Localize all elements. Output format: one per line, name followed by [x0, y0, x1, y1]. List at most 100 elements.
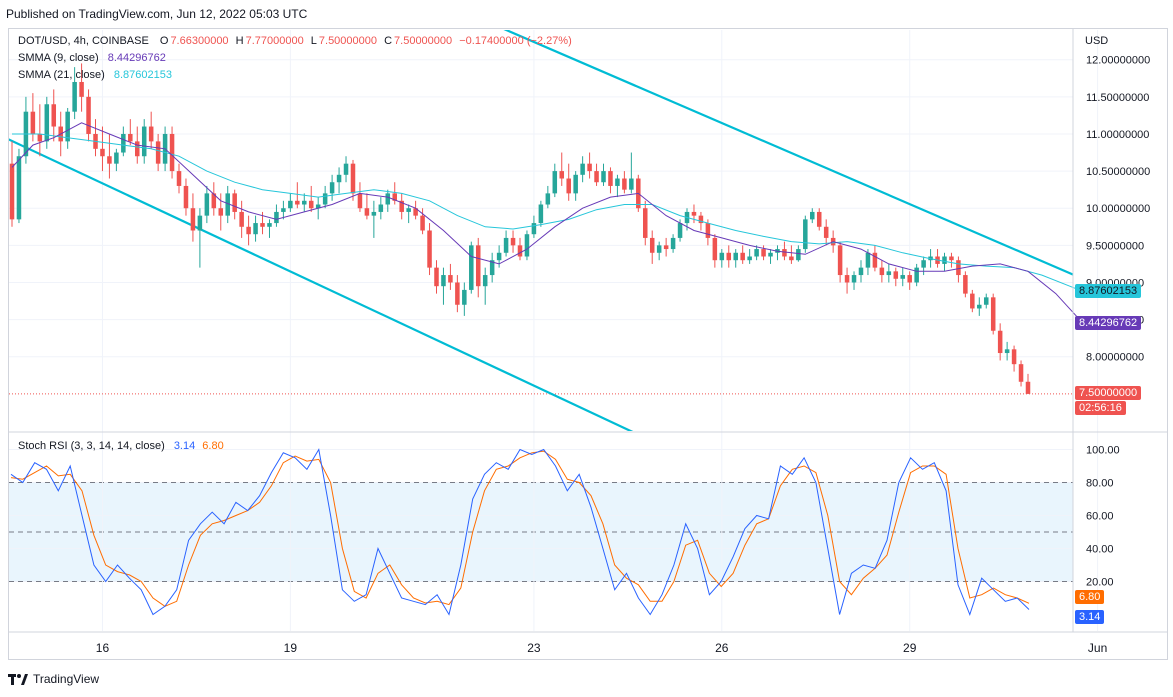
legend-close: 7.50000000 — [394, 35, 453, 47]
candle-body — [580, 163, 585, 175]
candle-body — [643, 208, 648, 238]
chart-frame — [8, 28, 1168, 660]
countdown-tag: 02:56:16 — [1075, 400, 1126, 415]
candle-body — [990, 297, 996, 331]
candle-body — [308, 200, 314, 209]
candle-body — [622, 178, 627, 190]
stoch-legend[interactable]: Stoch RSI (3, 3, 14, 14, close) 3.14 6.8… — [18, 440, 224, 452]
legend-change: −0.17400000 (−2.27%) — [459, 35, 572, 47]
candle-body — [691, 211, 697, 216]
candle-body — [677, 223, 683, 238]
candle-body — [378, 204, 384, 212]
candle-body — [329, 182, 335, 194]
candle-body — [670, 237, 676, 250]
candle-body — [350, 163, 356, 194]
candle-body — [900, 275, 905, 279]
candle-body — [218, 208, 224, 216]
candle-body — [281, 208, 286, 212]
price-tick-label: 12.00000000 — [1086, 55, 1150, 67]
stoch-d-line — [10, 450, 1030, 607]
footer-brand[interactable]: TradingView — [8, 672, 99, 686]
candle-body — [441, 275, 446, 287]
trend-line — [503, 30, 1073, 276]
candle-body — [336, 174, 342, 183]
candle-body — [295, 200, 300, 205]
legend-c-label: C — [384, 35, 393, 47]
candle-body — [914, 267, 919, 283]
candle-body — [970, 293, 975, 309]
candle-body — [413, 208, 418, 216]
candle-body — [427, 230, 432, 268]
candle-body — [754, 249, 759, 257]
candle-body — [9, 163, 15, 220]
time-tick-label: 26 — [715, 641, 729, 655]
candle-body — [629, 178, 634, 190]
candle-body — [343, 163, 349, 175]
candle-body — [705, 223, 711, 238]
time-tick-label: 16 — [96, 641, 110, 655]
smma9-label: SMMA (9, close) — [18, 52, 99, 64]
candle-body — [267, 223, 272, 227]
candle-body — [698, 215, 704, 224]
candle-body — [865, 252, 871, 268]
smma9-value: 8.44296762 — [107, 52, 166, 64]
stoch-tick-label: 100.00 — [1086, 445, 1120, 457]
candle-body — [649, 237, 655, 253]
candle-body — [322, 193, 328, 205]
time-axis[interactable]: 1619232629Jun12:006913 — [96, 641, 1173, 655]
time-tick-label: 29 — [903, 641, 917, 655]
candle-body — [747, 256, 752, 261]
candle-body — [371, 211, 377, 216]
candle-body — [601, 171, 606, 183]
candles — [9, 63, 1031, 394]
candle-body — [274, 211, 279, 224]
candle-body — [30, 111, 36, 134]
candle-body — [810, 211, 815, 220]
candle-body — [963, 275, 968, 294]
smma9-legend[interactable]: SMMA (9, close) 8.44296762 — [18, 52, 166, 64]
trend-line — [9, 138, 634, 431]
candle-body — [128, 133, 133, 142]
candle-body — [357, 193, 363, 209]
candle-body — [197, 215, 203, 231]
candle-body — [942, 256, 947, 264]
smma9-price-tag: 8.44296762 — [1075, 316, 1142, 331]
candle-body — [260, 223, 265, 227]
candle-body — [399, 200, 404, 212]
candle-body — [253, 223, 258, 235]
smma9-line — [11, 122, 1085, 325]
legend-h-label: H — [235, 35, 244, 47]
smma21-legend[interactable]: SMMA (21, close) 8.87602153 — [18, 69, 172, 81]
candle-body — [16, 156, 22, 220]
published-header: Published on TradingView.com, Jun 12, 20… — [6, 7, 308, 21]
candle-body — [434, 267, 439, 287]
candle-body — [566, 178, 571, 194]
candle-body — [1004, 349, 1010, 354]
stoch-label: Stoch RSI (3, 3, 14, 14, close) — [18, 440, 165, 452]
candle-body — [1011, 349, 1017, 365]
trend-channel — [9, 30, 1073, 431]
candle-body — [816, 211, 822, 227]
candle-body — [719, 252, 725, 261]
candle-body — [225, 193, 230, 216]
footer-brand-text: TradingView — [33, 672, 100, 686]
stoch-tick-label: 40.00 — [1086, 544, 1114, 556]
candle-body — [482, 275, 488, 287]
legend-symbol[interactable]: DOT/USD, 4h, COINBASE — [18, 35, 149, 47]
candle-body — [608, 171, 613, 186]
candle-body — [148, 126, 154, 142]
candle-body — [135, 141, 140, 157]
candle-body — [448, 275, 453, 283]
candle-body — [782, 249, 787, 257]
candle-body — [1025, 381, 1031, 394]
candle-body — [246, 226, 251, 235]
price-tick-label: 11.00000000 — [1086, 129, 1149, 141]
candle-body — [232, 193, 237, 212]
stoch-tick-label: 60.00 — [1086, 511, 1114, 523]
stoch-k-line — [10, 448, 1030, 616]
candle-body — [886, 271, 892, 276]
stoch-d-tag: 6.80 — [1075, 590, 1105, 605]
candle-body — [65, 111, 70, 142]
smma21-price-tag: 8.87602153 — [1075, 283, 1142, 298]
